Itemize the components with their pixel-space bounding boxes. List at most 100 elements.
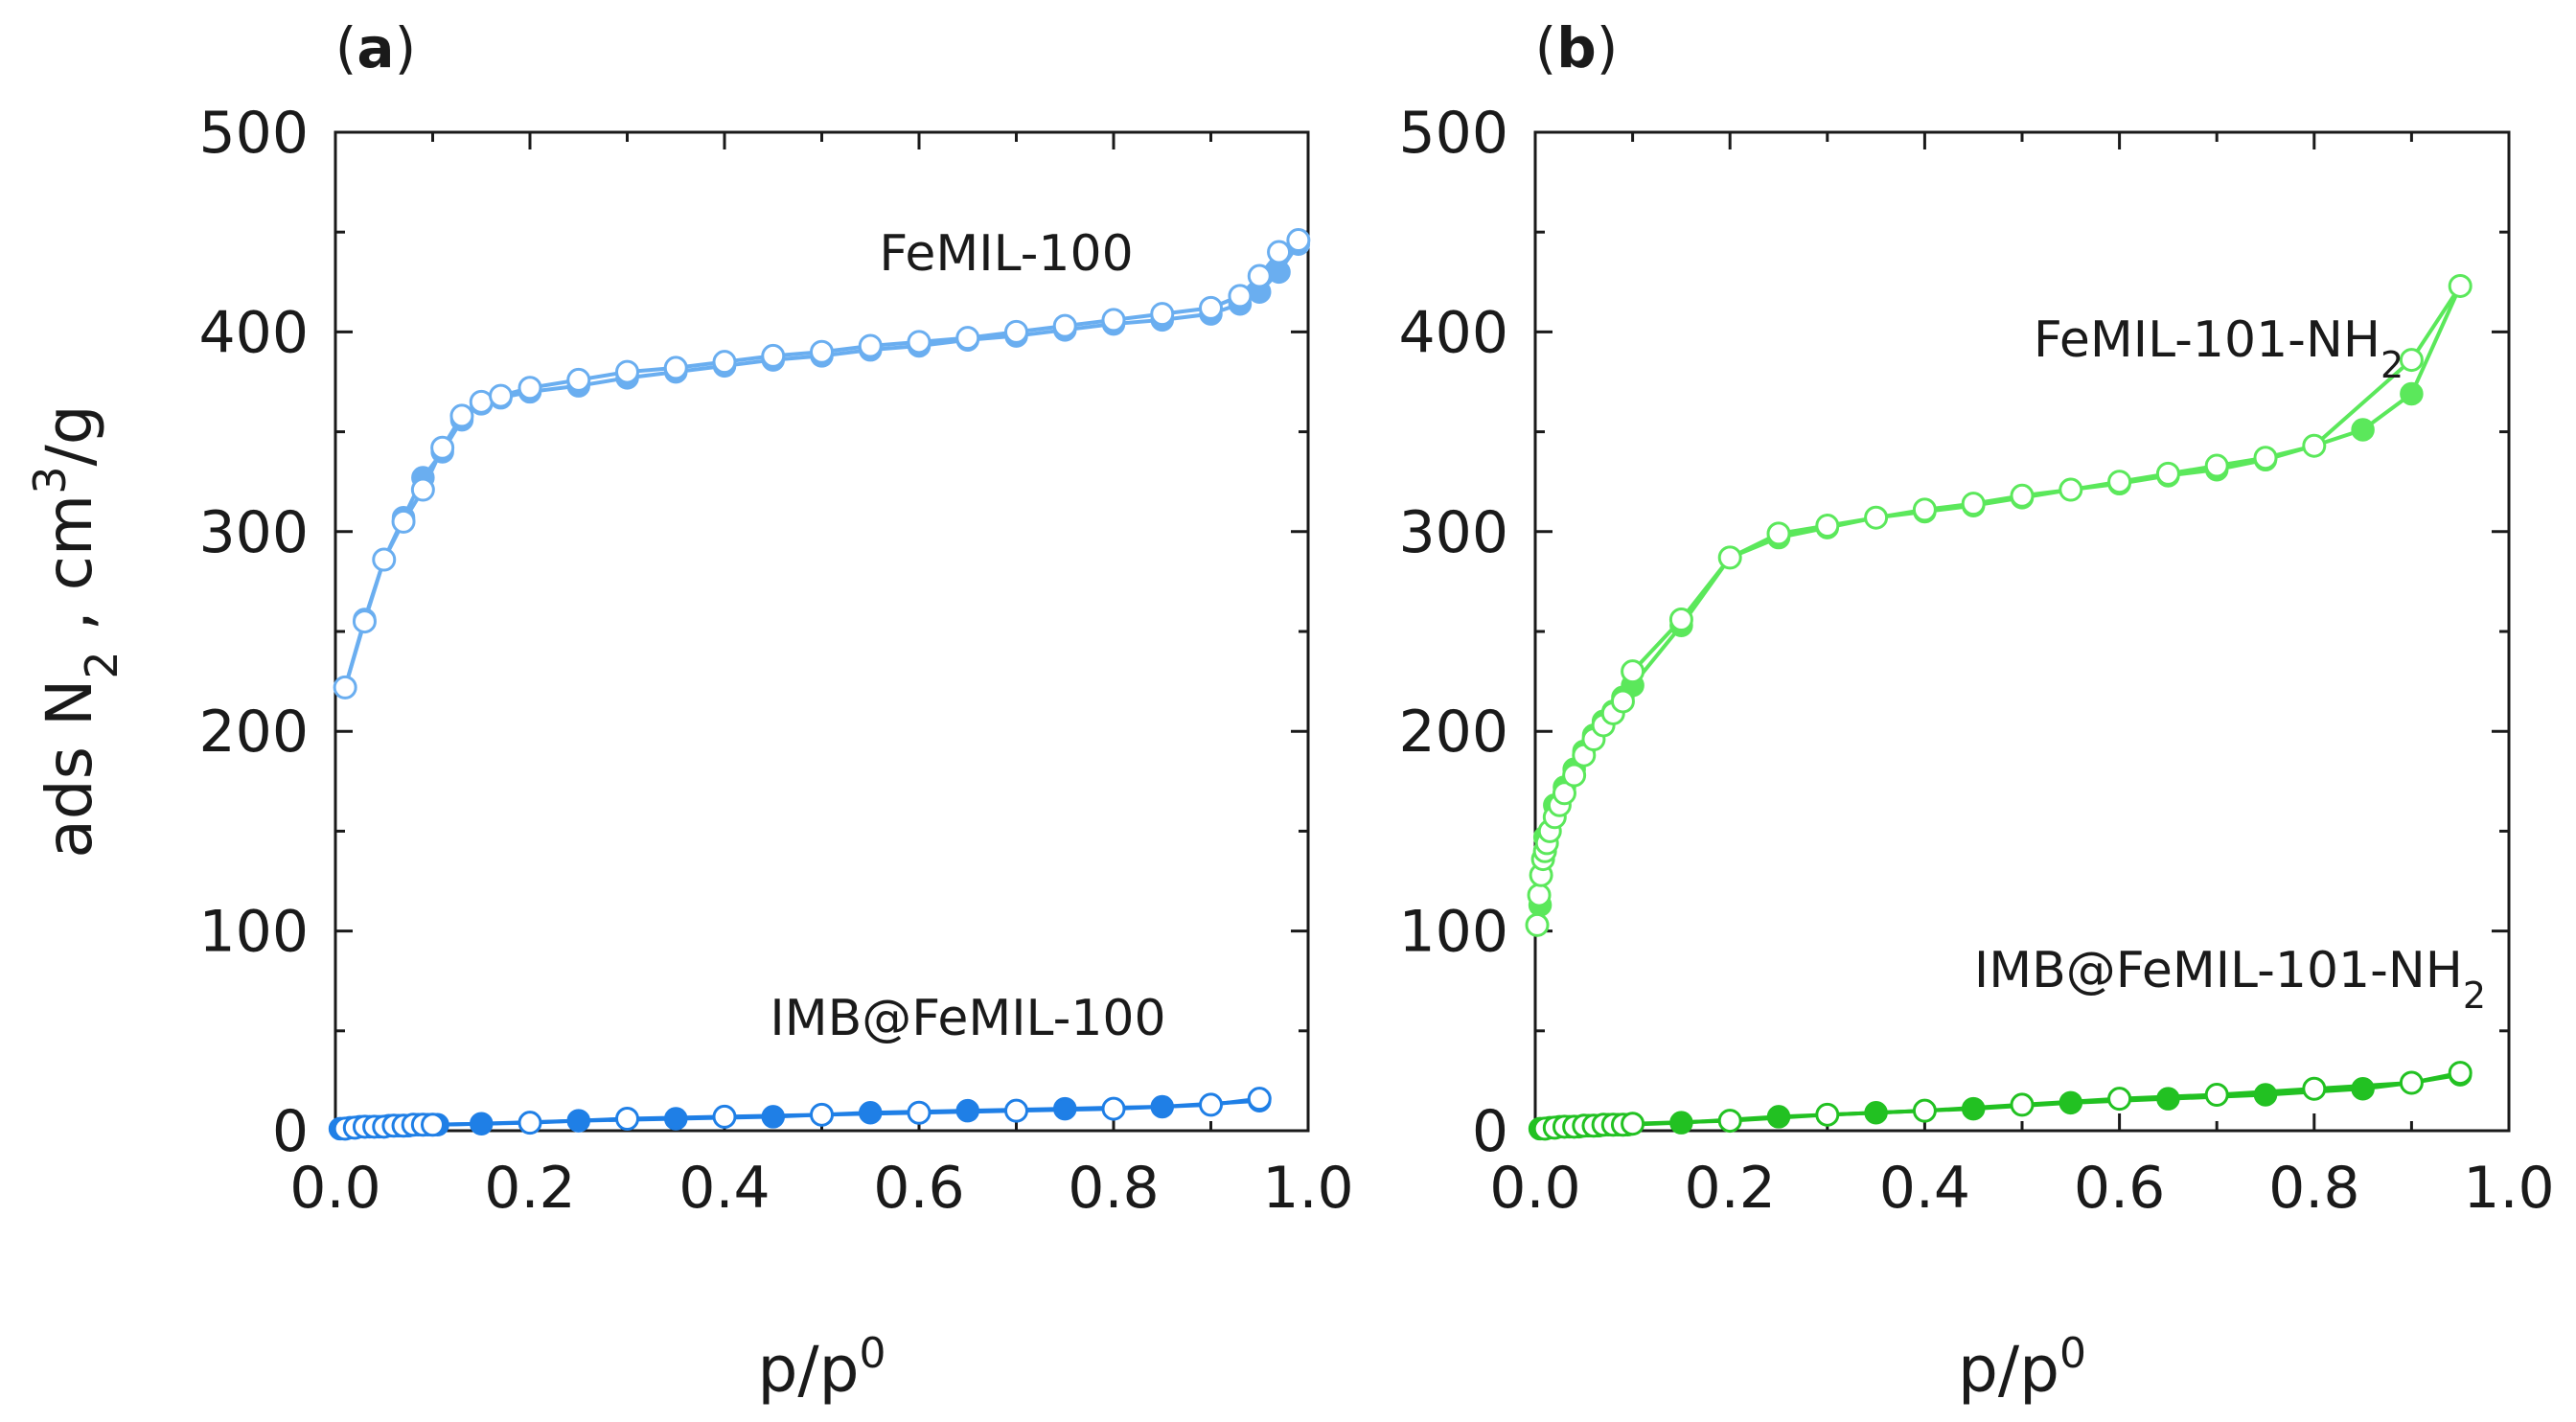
desorption-point <box>1199 295 1223 320</box>
desorption-point <box>810 339 834 364</box>
desorption-line <box>343 238 1300 688</box>
desorption-point <box>410 477 435 502</box>
adsorption-point <box>1864 1100 1888 1125</box>
series-label: IMB@FeMIL-101-NH2 <box>1974 942 2486 1017</box>
x-tick-label: 0.6 <box>873 1155 964 1222</box>
adsorption-point <box>2351 418 2375 442</box>
plot-frame <box>334 130 1310 1133</box>
desorption-point <box>1912 497 1937 522</box>
series-label: FeMIL-101-NH2 <box>2034 311 2404 386</box>
x-tick-label: 1.0 <box>1262 1155 1353 1222</box>
panel-label: (a) <box>335 15 416 80</box>
adsorption-point <box>2058 1090 2083 1115</box>
x-tick-label: 0.0 <box>1489 1155 1580 1222</box>
desorption-point <box>1717 1109 1742 1134</box>
x-tick-label: 1.0 <box>2463 1155 2554 1222</box>
desorption-point <box>1717 545 1742 570</box>
chart-panel-b: 0 100 200 300 400 500 0.0 0.2 0.4 0.6 0.8 1.0 p/p0 (b… <box>1398 15 2554 1407</box>
desorption-point <box>449 403 474 428</box>
desorption-point <box>907 330 932 355</box>
desorption-point <box>1267 240 1292 264</box>
desorption-point <box>2107 470 2132 494</box>
desorption-point <box>430 435 455 460</box>
adsorption-point <box>2156 1087 2180 1111</box>
adsorption-line <box>1538 285 2463 906</box>
series-label: FeMIL-100 <box>879 225 1133 283</box>
desorption-point <box>2058 477 2083 502</box>
desorption-point <box>518 1111 542 1135</box>
adsorption-point <box>2351 1076 2375 1101</box>
adsorption-point <box>470 1112 494 1135</box>
y-tick-label: 200 <box>1398 699 1508 766</box>
desorption-point <box>352 609 377 634</box>
adsorption-point <box>566 1109 590 1133</box>
desorption-point <box>761 343 786 368</box>
desorption-point <box>518 376 542 401</box>
desorption-point <box>1052 313 1077 338</box>
y-tick-label: 500 <box>1398 100 1508 167</box>
desorption-point <box>2448 1061 2472 1086</box>
desorption-point <box>1864 505 1889 530</box>
x-axis-title: p/p0 <box>757 1329 886 1408</box>
desorption-point <box>663 356 688 380</box>
desorption-point <box>2155 461 2180 486</box>
desorption-point <box>1150 302 1175 327</box>
y-tick-label: 400 <box>1398 299 1508 366</box>
desorption-point <box>421 1112 445 1137</box>
desorption-line <box>1535 285 2462 926</box>
desorption-point <box>1610 689 1635 714</box>
desorption-point <box>1525 912 1550 937</box>
x-tick-label: 0.2 <box>1684 1155 1775 1222</box>
y-tick-label: 400 <box>198 299 309 366</box>
y-tick-label: 500 <box>198 100 309 167</box>
adsorption-point <box>1053 1096 1077 1121</box>
adsorption-point <box>664 1107 688 1131</box>
desorption-point <box>333 675 357 700</box>
desorption-point <box>1562 763 1587 788</box>
y-tick-label: 0 <box>272 1098 309 1165</box>
y-tick-label: 0 <box>1472 1098 1508 1165</box>
desorption-point <box>1247 1087 1272 1112</box>
adsorption-point <box>1669 1111 1693 1135</box>
y-tick-label: 100 <box>1398 899 1508 966</box>
adsorption-point <box>1766 1105 1791 1129</box>
adsorption-point <box>2253 1083 2278 1107</box>
x-tick-label: 0.4 <box>1879 1155 1970 1222</box>
desorption-point <box>2010 1092 2035 1117</box>
adsorption-point <box>2400 381 2424 406</box>
desorption-point <box>1527 883 1552 907</box>
x-tick-label: 0.8 <box>2268 1155 2359 1222</box>
desorption-point <box>2253 446 2278 470</box>
desorption-point <box>1004 1098 1028 1123</box>
desorption-point <box>1228 284 1253 309</box>
desorption-point <box>712 1104 737 1129</box>
adsorption-point <box>859 1100 883 1125</box>
desorption-point <box>1961 492 1986 516</box>
desorption-point <box>2399 348 2424 373</box>
desorption-point <box>955 326 980 351</box>
adsorption-point <box>1150 1094 1174 1119</box>
desorption-point <box>1247 264 1272 288</box>
desorption-point <box>2399 1070 2424 1095</box>
desorption-point <box>2010 483 2035 508</box>
adsorption-point <box>761 1105 785 1129</box>
desorption-point <box>1621 659 1645 684</box>
x-tick-label: 0.0 <box>289 1155 380 1222</box>
desorption-point <box>907 1100 932 1125</box>
desorption-point <box>615 1106 639 1131</box>
chart-panel-a: 0 100 200 300 400 500 0.0 0.2 0.4 0.6 0.8 1.0 p/p0 ad… <box>24 15 1354 1407</box>
desorption-point <box>1101 1096 1126 1121</box>
desorption-point <box>858 333 883 358</box>
desorption-point <box>810 1102 834 1127</box>
series-femil-101-nh2 <box>1525 273 2472 937</box>
desorption-point <box>489 383 514 408</box>
desorption-point <box>1621 1112 1645 1136</box>
desorption-point <box>1199 1092 1223 1117</box>
desorption-point <box>1101 308 1126 333</box>
desorption-point <box>1912 1098 1937 1123</box>
desorption-point <box>1668 607 1693 631</box>
adsorption-point <box>1267 260 1291 285</box>
series-imb-femil-100 <box>328 1087 1272 1141</box>
